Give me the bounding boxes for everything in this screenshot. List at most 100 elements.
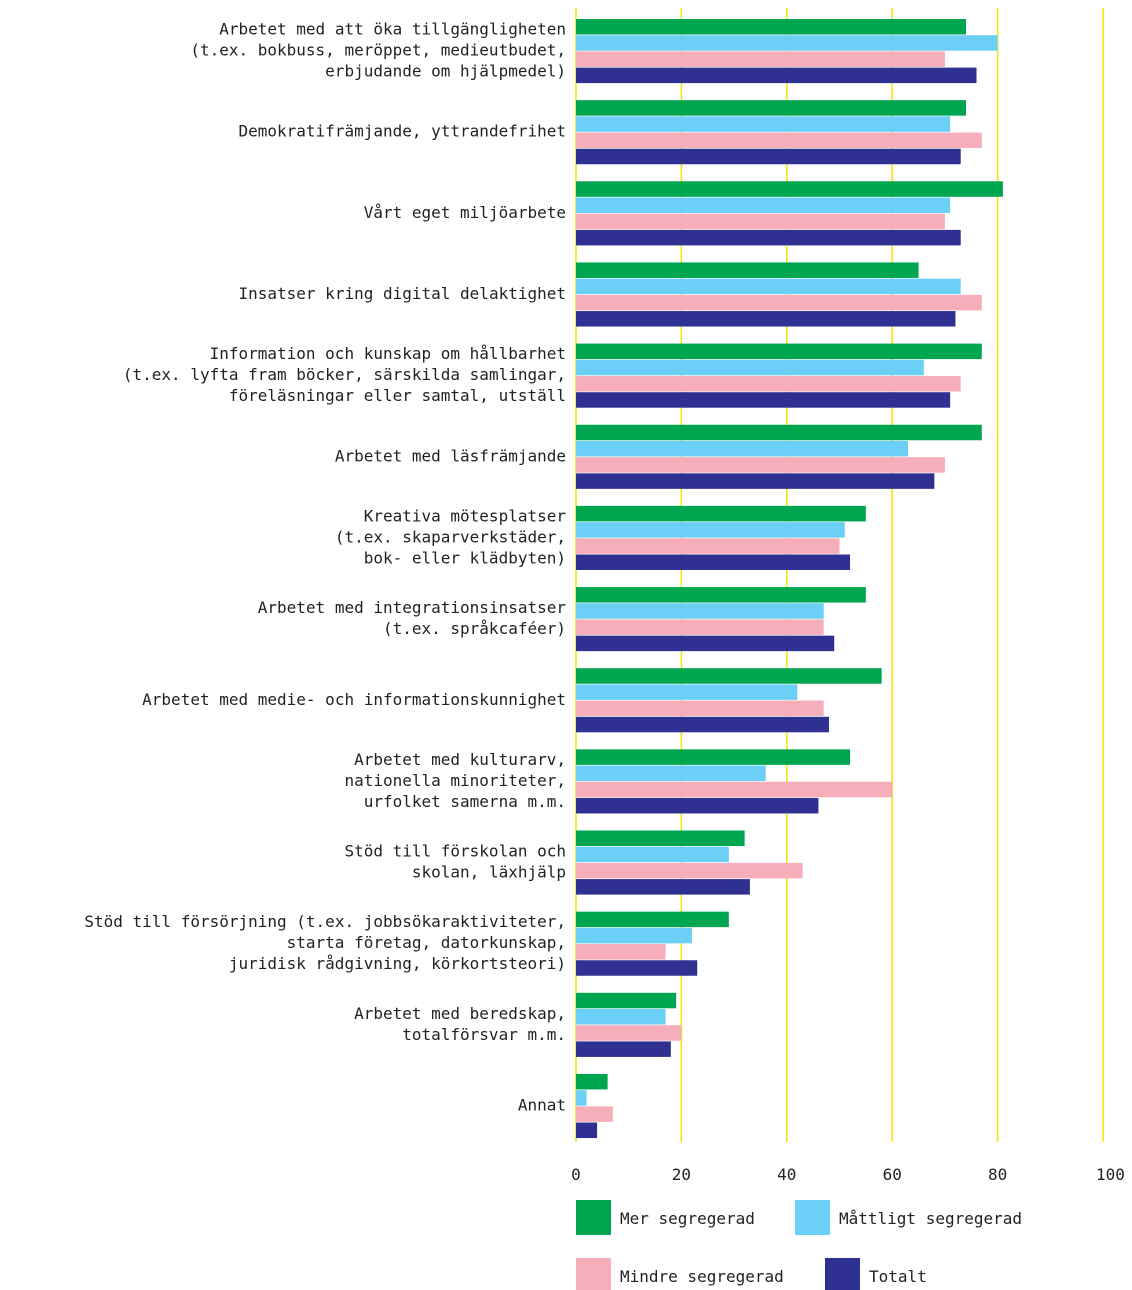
category-label: (t.ex. lyfta fram böcker, särskilda saml… <box>123 365 566 384</box>
bar <box>576 473 935 489</box>
bar <box>576 505 866 522</box>
category-label: Arbetet med att öka tillgängligheten <box>219 20 566 39</box>
legend-label: Mindre segregerad <box>620 1267 784 1286</box>
category-label: Kreativa mötesplatser <box>364 506 567 525</box>
bar <box>576 684 798 700</box>
bar <box>576 359 924 376</box>
bar <box>576 911 729 928</box>
legend-swatch <box>576 1200 611 1235</box>
bar <box>576 376 961 392</box>
legend-label: Totalt <box>869 1267 927 1286</box>
bar <box>576 35 998 51</box>
legend-swatch <box>825 1258 860 1290</box>
category-label: Vårt eget miljöarbete <box>364 203 566 222</box>
bar <box>576 440 909 457</box>
bar <box>576 181 1003 197</box>
x-tick-label: 60 <box>883 1165 902 1184</box>
category-label: föreläsningar eller samtal, utställ <box>229 386 566 405</box>
x-tick-label: 20 <box>672 1165 691 1184</box>
bar <box>576 1073 608 1090</box>
bar <box>576 67 977 84</box>
category-label: Arbetet med kulturarv, <box>354 750 566 769</box>
legend-swatch <box>576 1258 611 1290</box>
bar-series <box>576 19 1003 1139</box>
category-label: Insatser kring digital delaktighet <box>238 284 566 303</box>
category-labels: Arbetet med att öka tillgängligheten (t.e… <box>84 20 566 1115</box>
bar <box>576 311 956 327</box>
bar <box>576 1090 587 1106</box>
bar <box>576 1041 671 1057</box>
bar <box>576 1106 613 1122</box>
category-label: Arbetet med läsfrämjande <box>335 446 566 465</box>
bar <box>576 992 677 1009</box>
bar <box>576 668 882 684</box>
bar <box>576 1122 598 1139</box>
bar <box>576 944 666 960</box>
legend-label: Mer segregerad <box>620 1209 755 1228</box>
bar <box>576 635 835 652</box>
x-axis-ticks: 0 20 40 60 80 100 % <box>571 1165 1132 1184</box>
category-label: (t.ex. skaparverkstäder, <box>335 527 566 546</box>
category-label: erbjudande om hjälpmedel) <box>325 62 566 81</box>
bar <box>576 100 966 116</box>
category-label: urfolket samerna m.m. <box>364 792 566 811</box>
bar <box>576 554 851 570</box>
bar <box>576 765 766 782</box>
x-tick-label: 0 <box>571 1165 581 1184</box>
x-tick-label: 80 <box>988 1165 1007 1184</box>
bar <box>576 424 982 441</box>
bar <box>576 879 750 895</box>
bar <box>576 132 982 149</box>
x-tick-label: 100 % <box>1096 1165 1132 1184</box>
category-label: Annat <box>518 1096 566 1115</box>
bar <box>576 749 851 765</box>
bar <box>576 278 961 295</box>
category-label: nationella minoriteter, <box>344 771 566 790</box>
category-label: totalförsvar m.m. <box>402 1025 566 1044</box>
bar <box>576 587 866 603</box>
bar <box>576 197 951 213</box>
bar <box>576 116 951 132</box>
bar <box>576 960 698 976</box>
bar <box>576 603 824 619</box>
category-label: juridisk rådgivning, körkortsteori) <box>229 954 566 973</box>
bar <box>576 1025 682 1041</box>
bar <box>576 862 803 879</box>
bar <box>576 148 961 165</box>
bar <box>576 619 824 635</box>
bar <box>576 392 951 408</box>
category-label: starta företag, datorkunskap, <box>287 933 566 952</box>
legend-label: Måttligt segregerad <box>839 1209 1022 1228</box>
legend-swatch <box>795 1200 830 1235</box>
bar <box>576 1009 666 1025</box>
bar <box>576 229 961 246</box>
bar <box>576 846 729 863</box>
bar <box>576 343 982 360</box>
bar <box>576 522 845 538</box>
bar <box>576 51 945 67</box>
bar <box>576 457 945 473</box>
bar <box>576 797 819 814</box>
category-label: Arbetet med integrationsinsatser <box>258 598 567 617</box>
bar <box>576 213 945 230</box>
category-label: (t.ex. språkcaféer) <box>383 619 566 638</box>
category-label: Stöd till försörjning (t.ex. jobbsökarak… <box>84 912 566 931</box>
category-label: (t.ex. bokbuss, meröppet, medieutbudet, <box>190 41 566 60</box>
bar <box>576 830 745 846</box>
bar <box>576 19 966 35</box>
legend: Mer segregerad Måttligt segregerad Mindre … <box>576 1200 1022 1290</box>
category-label: skolan, läxhjälp <box>412 863 566 882</box>
x-tick-label: 40 <box>777 1165 796 1184</box>
category-label: Demokratifrämjande, yttrandefrihet <box>238 122 566 141</box>
category-label: Information och kunskap om hållbarhet <box>210 344 566 363</box>
bar <box>576 294 982 311</box>
bar <box>576 927 692 944</box>
bar <box>576 716 829 733</box>
bar <box>576 700 824 717</box>
category-label: Arbetet med medie- och informationskunni… <box>142 690 566 709</box>
bar <box>576 781 893 798</box>
category-label: bok- eller klädbyten) <box>364 548 566 567</box>
category-label: Arbetet med beredskap, <box>354 1004 566 1023</box>
bar <box>576 538 840 554</box>
